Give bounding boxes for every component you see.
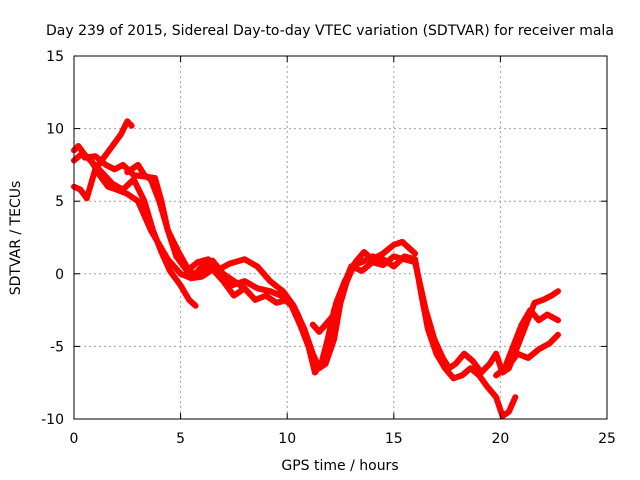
axis-ticks (73, 55, 608, 420)
plot-frame (73, 55, 608, 420)
series-line-arc-6 (188, 253, 519, 420)
x-axis-label: GPS time / hours (281, 458, 398, 474)
series-group (71, 118, 561, 420)
y-tick-label: 0 (55, 267, 64, 283)
x-tick-label: 5 (176, 431, 185, 447)
x-tick-label: 0 (70, 431, 79, 447)
x-tick-label: 15 (385, 431, 403, 447)
y-tick-label: 10 (46, 122, 64, 138)
grid-lines (74, 56, 607, 419)
y-tick-label: 15 (46, 49, 64, 65)
series-line-arc-8 (503, 331, 561, 372)
y-axis-label: SDTVAR / TECUs (8, 181, 24, 296)
x-tick-labels: 0 5 10 15 20 25 (70, 431, 616, 447)
y-tick-label: -5 (50, 339, 64, 355)
x-tick-label: 20 (491, 431, 509, 447)
x-tick-label: 10 (278, 431, 296, 447)
x-tick-label: 25 (598, 431, 616, 447)
y-tick-label: -10 (41, 412, 64, 428)
series-line-arc-1 (71, 118, 135, 202)
y-tick-label: 5 (55, 194, 64, 210)
y-tick-labels: -10 -5 0 5 10 15 (41, 49, 64, 428)
series-line-arc-9 (309, 311, 338, 335)
chart-title: Day 239 of 2015, Sidereal Day-to-day VTE… (46, 23, 614, 39)
